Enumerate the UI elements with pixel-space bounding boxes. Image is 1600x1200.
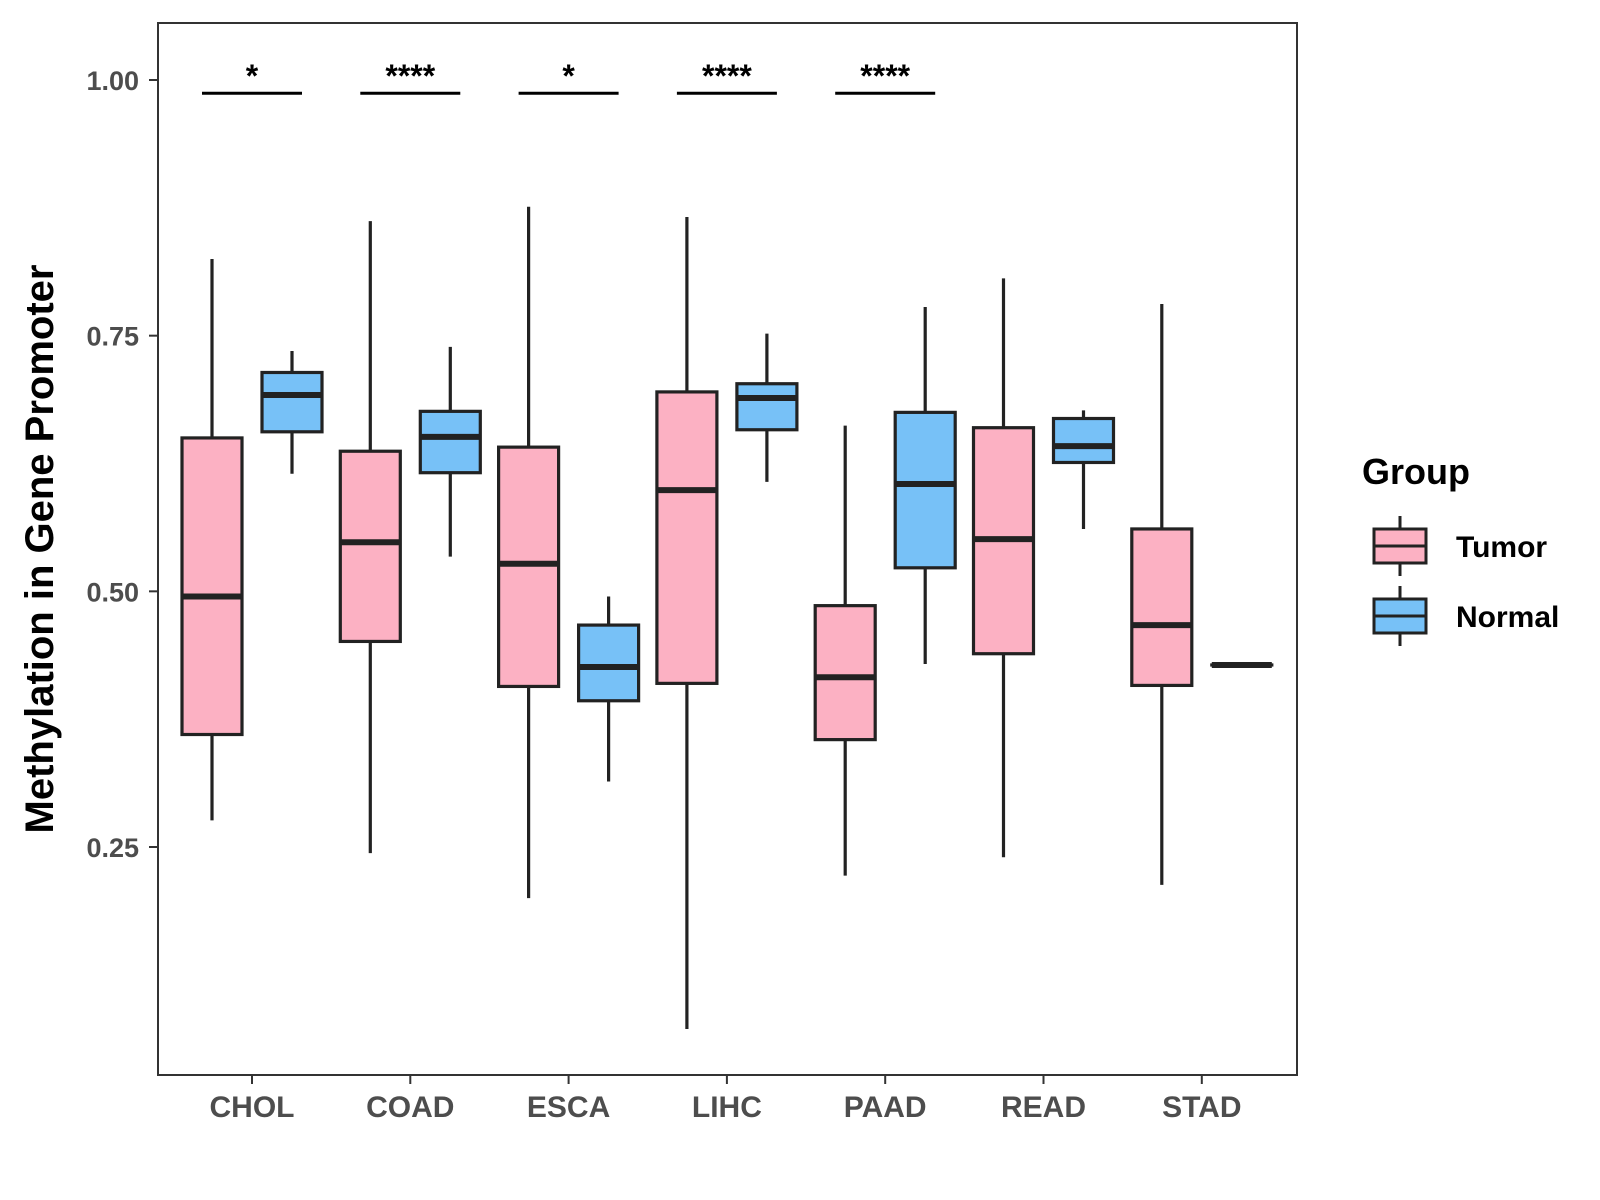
box-body <box>180 436 244 737</box>
legend-item-tumor: Tumor <box>1372 516 1547 576</box>
y-tick-label: 0.50 <box>86 577 139 607</box>
x-tick-label-chol: CHOL <box>210 1091 295 1124</box>
significance-label: * <box>562 58 575 94</box>
box-tumor-lihc <box>655 217 719 1030</box>
x-tick-label-stad: STAD <box>1162 1091 1241 1124</box>
significance-annotations: * **** * **** **** <box>202 58 936 95</box>
plot-layer <box>180 206 1274 1030</box>
legend-title: Group <box>1362 451 1470 492</box>
significance-label: * <box>246 58 259 94</box>
y-axis-title: Methylation in Gene Promoter <box>18 265 62 834</box>
box-normal-coad <box>418 346 482 557</box>
box-body <box>338 449 402 644</box>
x-tick-label-read: READ <box>1001 1091 1086 1124</box>
box-body <box>655 390 719 685</box>
x-tick-label-coad: COAD <box>366 1091 454 1124</box>
box-normal-esca <box>576 596 641 782</box>
y-tick-label: 1.00 <box>86 66 139 96</box>
box-tumor-read <box>971 278 1036 858</box>
box-body <box>418 409 482 475</box>
legend: Group Tumor Normal <box>1362 451 1559 646</box>
significance-label: **** <box>860 58 910 94</box>
y-tick-label: 0.75 <box>86 322 139 352</box>
box-body <box>813 604 877 742</box>
y-tick-label: 0.25 <box>86 833 139 863</box>
box-tumor-stad <box>1130 303 1194 885</box>
box-body <box>260 370 324 434</box>
box-normal-paad <box>893 307 957 664</box>
x-axis: CHOL COAD ESCA LIHC PAAD READ STAD <box>210 1075 1242 1124</box>
box-body <box>1051 416 1116 465</box>
box-body <box>576 623 641 703</box>
box-body <box>497 445 561 689</box>
legend-label: Normal <box>1456 601 1559 634</box>
y-axis: 0.25 0.50 0.75 1.00 <box>86 66 158 863</box>
box-body <box>893 410 957 570</box>
box-tumor-paad <box>813 425 877 876</box>
legend-label: Tumor <box>1456 531 1547 564</box>
legend-item-normal: Normal <box>1372 586 1559 646</box>
box-normal-chol <box>260 351 324 474</box>
box-tumor-chol <box>180 258 244 821</box>
box-body <box>1130 527 1194 688</box>
significance-label: **** <box>702 58 752 94</box>
significance-label: **** <box>385 58 435 94</box>
x-tick-label-lihc: LIHC <box>692 1091 762 1124</box>
box-normal-lihc <box>735 333 799 482</box>
box-tumor-coad <box>338 221 402 854</box>
x-tick-label-esca: ESCA <box>527 1091 610 1124</box>
x-tick-label-paad: PAAD <box>844 1091 927 1124</box>
box-tumor-esca <box>497 206 561 899</box>
box-normal-read <box>1051 410 1116 529</box>
box-body <box>735 382 799 432</box>
